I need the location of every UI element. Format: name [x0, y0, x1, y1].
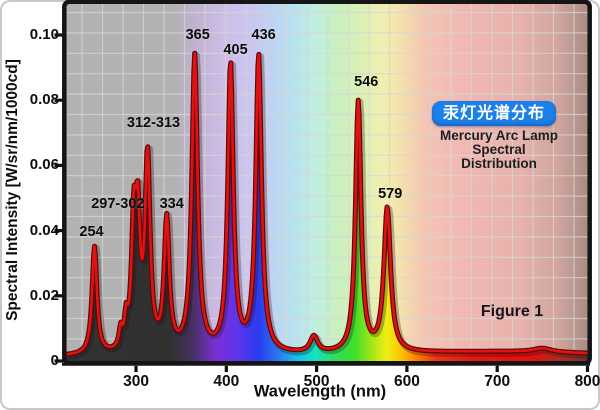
- y-tick-label-0.06: 0.06: [29, 156, 59, 174]
- chinese-title-badge: 汞灯光谱分布: [432, 101, 556, 126]
- under-curve-spectrum-area: [66, 53, 588, 361]
- y-tick-label-0: 0: [50, 352, 59, 369]
- peak-label-365: 365: [185, 27, 210, 43]
- y-tick-label-0.04: 0.04: [29, 221, 59, 239]
- english-title-line-1: Mercury Arc Lamp: [439, 128, 559, 143]
- figure-caption: Figure 1: [480, 303, 544, 320]
- x-tick-label-400: 400: [213, 373, 240, 390]
- english-title-line-2: Spectral: [472, 142, 526, 158]
- english-title-line-3: Distribution: [461, 156, 537, 172]
- y-tick-label-0.08: 0.08: [29, 91, 59, 109]
- x-tick-label-500: 500: [303, 373, 330, 390]
- peak-label-312-313: 312-313: [126, 114, 181, 131]
- x-axis-title: Wavelength (nm): [253, 382, 387, 401]
- spectrum-curve: [66, 51, 588, 356]
- peak-label-546: 546: [354, 73, 379, 90]
- x-tick-label-300: 300: [123, 373, 149, 390]
- x-tick-label-700: 700: [484, 373, 511, 390]
- x-tick-label-600: 600: [393, 373, 420, 390]
- peak-label-254: 254: [79, 223, 104, 240]
- y-tick-label-0.02: 0.02: [29, 286, 59, 304]
- chinese-title-text: 汞灯光谱分布: [442, 105, 545, 122]
- peak-label-334: 334: [159, 195, 184, 212]
- axis-ticks: [54, 33, 590, 372]
- peak-label-405: 405: [223, 42, 248, 59]
- peak-label-579: 579: [378, 186, 403, 203]
- y-tick-label-0.10: 0.10: [29, 25, 59, 43]
- peak-label-297-302: 297-302: [91, 196, 145, 213]
- grid-lines: [66, 4, 588, 361]
- peak-label-436: 436: [251, 27, 276, 43]
- x-tick-label-800: 800: [574, 373, 600, 390]
- english-chart-title: Mercury Arc Lamp Spectral Distribution: [439, 128, 559, 172]
